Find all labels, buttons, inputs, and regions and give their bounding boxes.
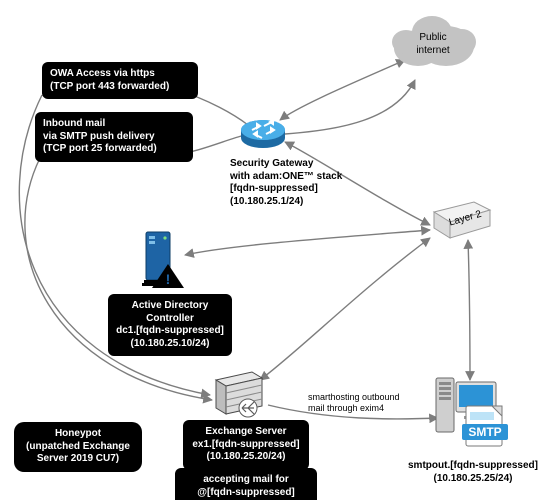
ad-node: ! [138,228,188,292]
ad-label: Active Directory Controller dc1.[fqdn-su… [108,294,232,356]
exchange-node [210,368,266,418]
smarthost-label: smarthosting outbound mail through exim4 [308,392,426,415]
edge [185,230,430,255]
secgw-label: Security Gateway with adam:ONE™ stack [f… [230,158,360,208]
smtp-label: smtpout.[fqdn-suppressed] (10.180.25.25/… [408,460,538,485]
cloud-node: Public internet [388,12,478,70]
edge [468,240,470,380]
svg-text:!: ! [166,271,171,287]
owa-label: OWA Access via https (TCP port 443 forwa… [42,62,198,99]
inbound-label: Inbound mail via SMTP push delivery (TCP… [35,112,193,162]
layer2-node: Layer 2 [430,198,494,240]
edge [280,60,405,120]
cloud-label: Public internet [388,32,478,57]
edge [260,238,430,380]
smtp-node: SMTP [432,372,510,450]
accept-label: accepting mail for @[fqdn-suppressed] us… [175,468,317,500]
edge [285,80,415,134]
router-node [240,112,286,150]
ex-label: Exchange Server ex1.[fqdn-suppressed] (1… [183,420,309,470]
smtp-badge: SMTP [468,425,501,439]
honey-label: Honeypot (unpatched Exchange Server 2019… [14,422,142,472]
